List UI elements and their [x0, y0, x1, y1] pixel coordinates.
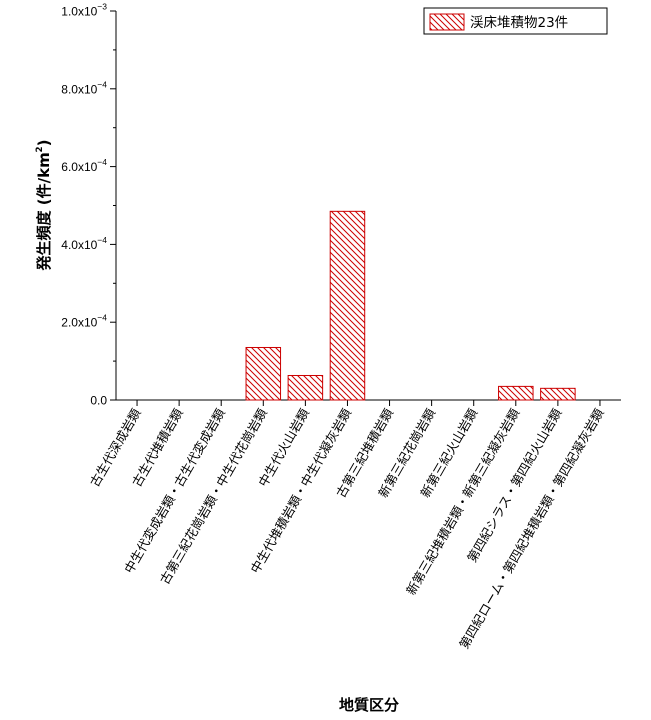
y-tick-label: 2.0x10−4 — [61, 313, 107, 330]
x-axis: 古生代深成岩類古生代堆積岩類中生代変成岩類・古生代変成岩類古第三紀花崗岩類・中生… — [87, 399, 621, 651]
bar — [287, 374, 324, 401]
y-tick-label: 6.0x10−4 — [61, 157, 107, 174]
legend: 渓床堆積物23件 — [423, 7, 608, 35]
y-tick-label: 8.0x10−4 — [61, 79, 107, 96]
x-axis-title: 地質区分 — [339, 696, 399, 714]
legend-label: 渓床堆積物23件 — [470, 15, 568, 31]
y-axis: 0.0 2.0x10−4 4.0x10−4 6.0x10−4 8.0x10−4 1.0x1… — [61, 2, 117, 408]
bar — [540, 387, 576, 401]
bar — [329, 210, 366, 401]
y-tick-label: 0.0 — [90, 394, 107, 408]
y-axis-title-text: 発生頻度 (件/km2) — [35, 140, 53, 272]
bar-series — [245, 210, 576, 401]
bar — [245, 346, 282, 401]
legend-swatch — [429, 13, 465, 31]
bar — [498, 385, 534, 401]
y-tick-label: 1.0x10−3 — [61, 2, 107, 19]
y-axis-title: 発生頻度 (件/km2) — [35, 140, 53, 272]
y-tick-label: 4.0x10−4 — [61, 235, 107, 252]
